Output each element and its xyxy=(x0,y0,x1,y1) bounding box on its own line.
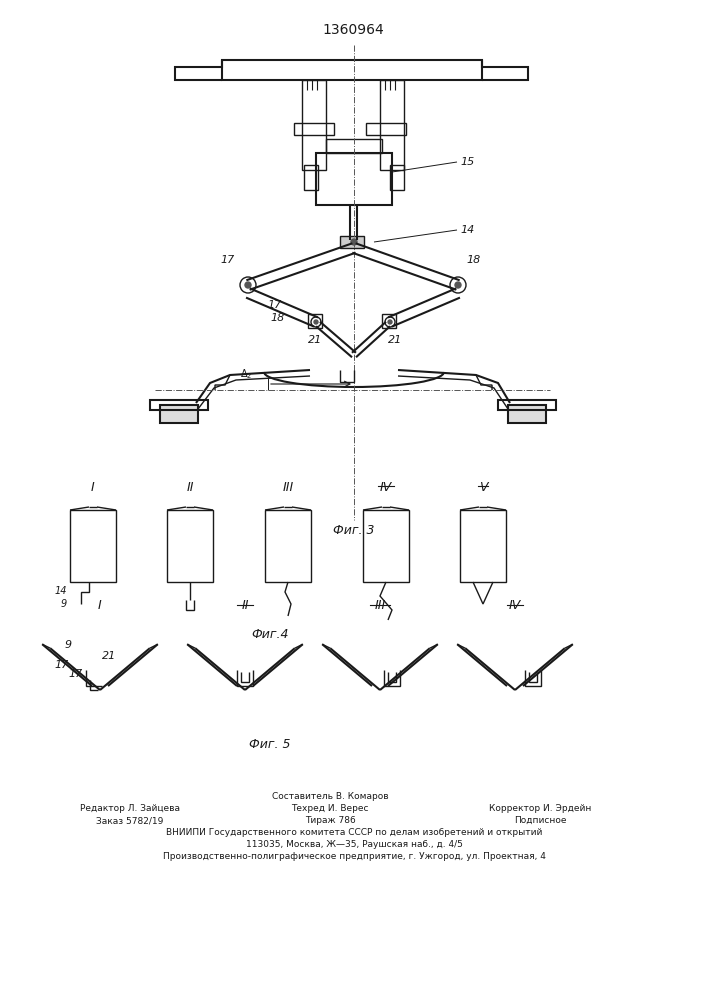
Text: III: III xyxy=(375,599,385,612)
Circle shape xyxy=(388,320,392,324)
Text: 14: 14 xyxy=(460,225,474,235)
Bar xyxy=(302,80,326,170)
Bar xyxy=(294,123,334,135)
Text: 17: 17 xyxy=(55,660,69,670)
Text: 9: 9 xyxy=(61,599,67,609)
Text: Заказ 5782/19: Заказ 5782/19 xyxy=(96,816,164,825)
Text: Техред И. Верес: Техред И. Верес xyxy=(291,804,369,813)
Bar xyxy=(380,80,404,170)
Bar xyxy=(222,60,482,80)
Text: 17: 17 xyxy=(268,300,282,310)
Bar xyxy=(508,405,546,423)
Text: I: I xyxy=(98,599,102,612)
Text: III: III xyxy=(282,481,293,494)
Text: 9: 9 xyxy=(64,640,71,650)
Text: Фиг. 3: Фиг. 3 xyxy=(333,524,375,537)
Text: IV: IV xyxy=(509,599,521,612)
Text: Производственно-полиграфическое предприятие, г. Ужгород, ул. Проектная, 4: Производственно-полиграфическое предприя… xyxy=(163,852,545,861)
Text: IV: IV xyxy=(380,481,392,494)
Text: Подписное: Подписное xyxy=(514,816,566,825)
Text: Редактор Л. Зайцева: Редактор Л. Зайцева xyxy=(80,804,180,813)
Text: 21: 21 xyxy=(308,335,322,345)
Text: Составитель В. Комаров: Составитель В. Комаров xyxy=(271,792,388,801)
Text: 1360964: 1360964 xyxy=(322,23,384,37)
Text: 113035, Москва, Ж—35, Раушская наб., д. 4/5: 113035, Москва, Ж—35, Раушская наб., д. … xyxy=(245,840,462,849)
Text: 17: 17 xyxy=(69,669,83,679)
Bar xyxy=(326,139,382,153)
Text: Корректор И. Эрдейн: Корректор И. Эрдейн xyxy=(489,804,591,813)
Text: ВНИИПИ Государственного комитета СССР по делам изобретений и открытий: ВНИИПИ Государственного комитета СССР по… xyxy=(166,828,542,837)
Text: 18: 18 xyxy=(467,255,481,265)
Text: II: II xyxy=(186,481,194,494)
Text: 17: 17 xyxy=(221,255,235,265)
Text: V: V xyxy=(479,481,487,494)
Text: 18: 18 xyxy=(271,313,285,323)
Text: II: II xyxy=(241,599,249,612)
Text: Тираж 786: Тираж 786 xyxy=(305,816,356,825)
Circle shape xyxy=(351,239,357,245)
Circle shape xyxy=(314,320,318,324)
Bar xyxy=(363,510,409,582)
Text: Фиг.4: Фиг.4 xyxy=(251,628,288,641)
Bar xyxy=(316,153,392,205)
Bar xyxy=(460,510,506,582)
Bar xyxy=(70,510,116,582)
Text: Фиг. 5: Фиг. 5 xyxy=(250,738,291,751)
Bar xyxy=(150,400,208,410)
Text: $\Delta_2$: $\Delta_2$ xyxy=(240,367,252,381)
Bar xyxy=(265,510,311,582)
Bar xyxy=(304,165,318,190)
Bar xyxy=(160,405,198,423)
Bar xyxy=(308,314,322,328)
Text: 21: 21 xyxy=(388,335,402,345)
Bar xyxy=(390,165,404,190)
Bar xyxy=(498,400,556,410)
Bar xyxy=(366,123,406,135)
Circle shape xyxy=(245,282,251,288)
Bar xyxy=(167,510,213,582)
Text: 14: 14 xyxy=(54,586,67,596)
Text: I: I xyxy=(91,481,95,494)
Bar xyxy=(382,314,396,328)
Bar xyxy=(340,236,364,248)
Text: 15: 15 xyxy=(460,157,474,167)
Circle shape xyxy=(455,282,461,288)
Text: 21: 21 xyxy=(102,651,116,661)
